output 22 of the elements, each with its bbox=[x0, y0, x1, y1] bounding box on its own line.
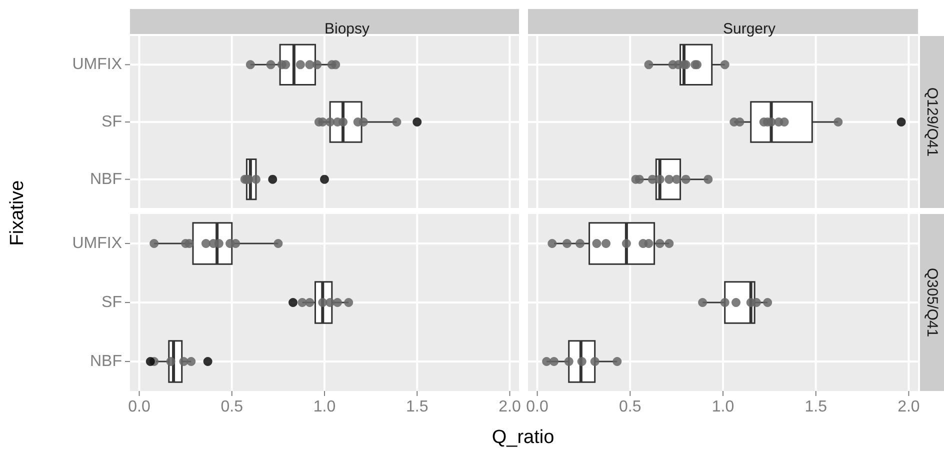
x-axis-title: Q_ratio bbox=[492, 427, 554, 449]
chart-title: Biopsy bbox=[324, 20, 370, 38]
y2-axis-title: Q305/Q41 bbox=[924, 268, 940, 338]
y-tick-label: UMFIX bbox=[72, 235, 122, 252]
x-tick-label: 0.5 bbox=[220, 398, 244, 416]
x-tick-label: 0.5 bbox=[619, 398, 642, 416]
x-tick-label: 2.0 bbox=[498, 398, 521, 416]
x-tick-label: 1.5 bbox=[406, 398, 428, 416]
y-axis-title: Fixative bbox=[7, 180, 29, 246]
x-tick-label: 1.0 bbox=[313, 398, 336, 416]
y-tick-label: NBF bbox=[90, 353, 122, 370]
y-tick-label: SF bbox=[102, 294, 122, 311]
x-tick-label: 1.5 bbox=[804, 398, 828, 416]
x-tick-label: 0.0 bbox=[128, 398, 150, 416]
x-tick-label: 2.0 bbox=[898, 398, 920, 416]
y-tick-label: SF bbox=[102, 114, 122, 130]
x-tick-label: 1.0 bbox=[712, 398, 734, 416]
y-tick-label: UMFIX bbox=[72, 56, 122, 74]
y-tick-label: NBF bbox=[90, 170, 122, 188]
x-tick-label: 0.0 bbox=[526, 398, 549, 416]
y2-axis-title: Q129/Q41 bbox=[924, 87, 940, 157]
chart-title: Surgery bbox=[722, 20, 776, 38]
